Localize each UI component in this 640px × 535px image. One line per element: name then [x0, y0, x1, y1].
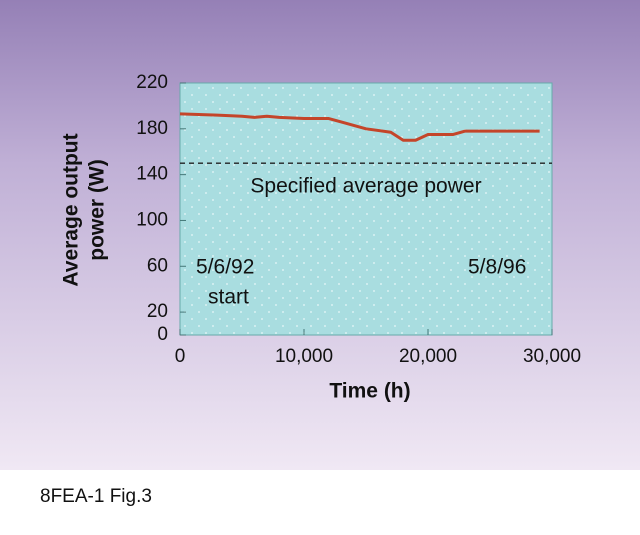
x-tick-label: 20,000 — [399, 346, 457, 367]
y-tick-label: 100 — [136, 209, 168, 230]
y-tick-label: 140 — [136, 164, 168, 185]
annotation: start — [208, 286, 249, 309]
plot-area — [179, 82, 553, 336]
caption: 8FEA-1 Fig.3 — [40, 486, 152, 507]
reference-label: Specified average power — [250, 175, 481, 198]
x-tick-label: 10,000 — [275, 346, 333, 367]
annotation: 5/6/92 — [196, 256, 254, 279]
y-axis-title: Average output — [60, 133, 83, 286]
data-line — [179, 112, 540, 142]
annotation: 5/8/96 — [468, 256, 526, 279]
y-tick-label: 0 — [157, 324, 168, 345]
y-axis-title: power (W) — [86, 159, 109, 260]
x-tick-label: 30,000 — [523, 346, 581, 367]
x-tick-label: 0 — [175, 346, 186, 367]
y-tick-label: 180 — [136, 118, 168, 139]
y-tick-label: 220 — [136, 72, 168, 93]
x-axis-title: Time (h) — [329, 380, 410, 403]
y-tick-label: 60 — [147, 255, 168, 276]
y-tick-label: 20 — [147, 301, 168, 322]
